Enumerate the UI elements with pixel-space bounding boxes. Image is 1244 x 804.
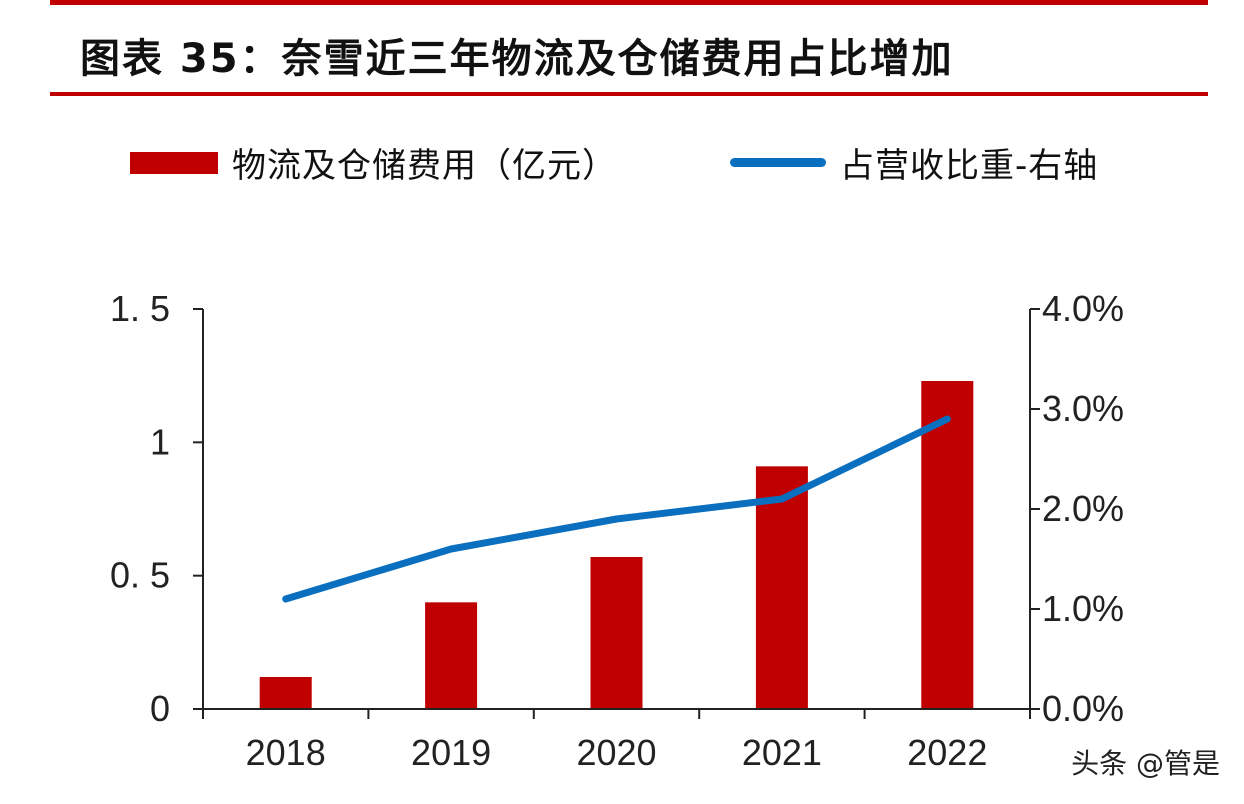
line-point-2022	[944, 416, 951, 422]
left-axis-tick-label: 0	[150, 688, 170, 729]
chart-title: 图表 35：奈雪近三年物流及仓储费用占比增加	[80, 36, 954, 82]
x-axis-label-2021: 2021	[742, 732, 822, 773]
left-axis-tick-label: 1	[150, 421, 170, 462]
legend-bar-swatch	[130, 151, 218, 174]
line-point-2018	[282, 596, 289, 602]
right-axis-tick-label: 0.0%	[1042, 688, 1124, 729]
bar-2022	[921, 381, 974, 709]
x-axis-label-2019: 2019	[411, 732, 491, 773]
x-axis-label-2022: 2022	[907, 732, 987, 773]
x-axis-label-2018: 2018	[246, 732, 326, 773]
bar-2019	[425, 602, 478, 709]
bar-2018	[259, 677, 312, 709]
left-axis-tick-label: 1. 5	[110, 288, 170, 329]
legend-line-swatch	[730, 158, 826, 167]
legend-item-bar: 物流及仓储费用（亿元）	[130, 138, 617, 187]
x-axis-label-2020: 2020	[576, 732, 656, 773]
legend-item-line: 占营收比重-右轴	[730, 138, 1098, 187]
watermark: 头条 @管是	[1071, 747, 1220, 780]
bar-2021	[755, 466, 808, 709]
line-point-2020	[613, 516, 620, 522]
line-point-2019	[448, 546, 455, 552]
bar-2020	[590, 557, 643, 709]
right-axis-tick-label: 4.0%	[1042, 288, 1124, 329]
title-underline	[50, 92, 1208, 96]
top-rule	[50, 0, 1208, 5]
right-axis-tick-label: 2.0%	[1042, 488, 1124, 529]
right-axis-tick-label: 1.0%	[1042, 588, 1124, 629]
line-point-2021	[778, 496, 785, 502]
left-axis-tick-label: 0. 5	[110, 555, 170, 596]
right-axis-tick-label: 3.0%	[1042, 388, 1124, 429]
legend-line-label: 占营收比重-右轴	[840, 146, 1099, 186]
legend-bar-label: 物流及仓储费用（亿元）	[232, 146, 617, 186]
